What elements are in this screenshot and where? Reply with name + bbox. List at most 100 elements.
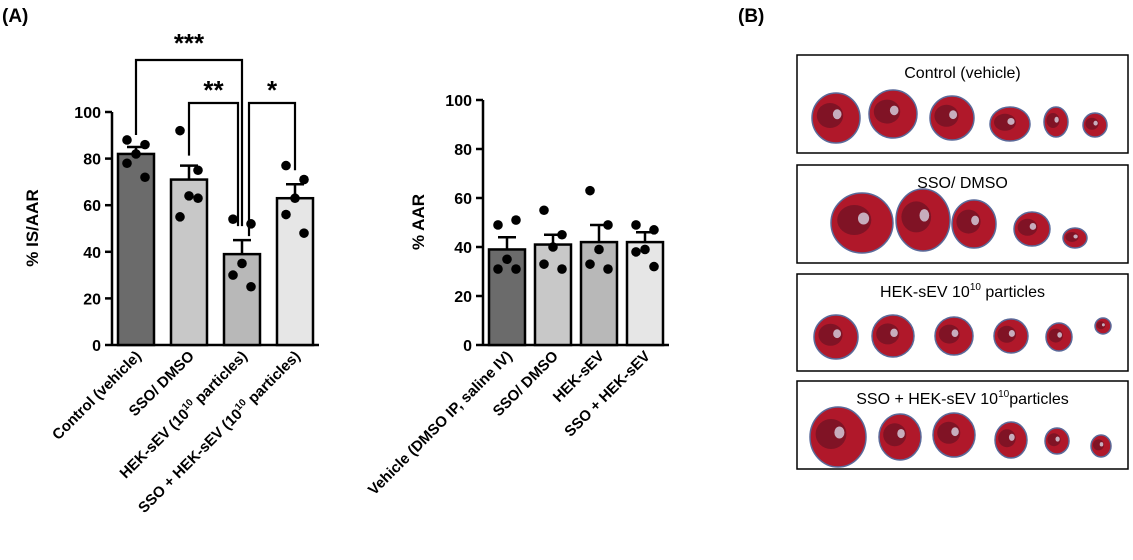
heart-slice-cavity bbox=[951, 427, 959, 437]
photo-box: Control (vehicle) bbox=[796, 54, 1129, 154]
data-point bbox=[175, 212, 185, 222]
y-tick-label: 60 bbox=[83, 198, 101, 215]
data-point bbox=[585, 259, 595, 269]
data-point bbox=[493, 220, 503, 230]
data-point bbox=[193, 165, 203, 176]
data-point bbox=[557, 229, 567, 240]
data-point bbox=[140, 172, 150, 183]
significance-bracket bbox=[134, 58, 244, 227]
data-point bbox=[281, 160, 291, 171]
heart-slice-infarct bbox=[873, 99, 901, 124]
heart-slice-cavity bbox=[1101, 323, 1105, 327]
data-point bbox=[228, 214, 238, 224]
data-point bbox=[502, 254, 512, 265]
data-point bbox=[603, 264, 613, 274]
photo-caption: SSO + HEK-sEV 1010particles bbox=[856, 389, 1069, 408]
heart-slice-infarct bbox=[883, 423, 907, 447]
y-tick-label: 100 bbox=[74, 105, 101, 122]
data-point bbox=[246, 281, 256, 292]
data-point bbox=[122, 135, 132, 145]
data-point bbox=[631, 220, 641, 230]
significance-label: * bbox=[267, 75, 278, 105]
heart-slice-infarct bbox=[1093, 439, 1104, 451]
category-label: SSO + HEK-sEV bbox=[561, 348, 653, 440]
heart-slice-infarct bbox=[934, 104, 959, 127]
heart-slice-cavity bbox=[919, 209, 930, 222]
data-point bbox=[281, 209, 291, 220]
heart-slice-infarct bbox=[998, 429, 1016, 448]
heart-slice-infarct bbox=[837, 205, 872, 235]
data-point bbox=[290, 193, 300, 204]
heart-slice-cavity bbox=[951, 329, 959, 337]
heart-slice-cavity bbox=[1054, 116, 1059, 123]
heart-slice-cavity bbox=[1029, 223, 1037, 230]
photo-caption: Control (vehicle) bbox=[904, 65, 1020, 82]
heart-slice-infarct bbox=[937, 421, 961, 444]
heart-slices-panel: Control (vehicle) SSO/ DMSO HEK-sEV 1010 p… bbox=[796, 54, 1129, 470]
panel-a-label: (A) bbox=[2, 6, 28, 27]
data-point bbox=[140, 139, 150, 150]
chart-aar: 0 20 40 60 80 100 % AAR Vehicle (DMSO IP, salin… bbox=[365, 93, 669, 499]
bar bbox=[533, 243, 573, 347]
y-axis-label: % IS/AAR bbox=[23, 189, 42, 266]
y-tick-label: 40 bbox=[454, 240, 472, 257]
photo-box: SSO/ DMSO bbox=[796, 164, 1129, 264]
data-point bbox=[640, 244, 650, 255]
y-tick-label: 60 bbox=[454, 191, 472, 208]
heart-slice-infarct bbox=[1017, 218, 1038, 236]
heart-slice-infarct bbox=[815, 419, 847, 449]
category-label: Control (vehicle) bbox=[49, 348, 145, 444]
data-point bbox=[237, 258, 247, 269]
y-tick-label: 0 bbox=[463, 338, 472, 355]
heart-slice-infarct bbox=[956, 209, 981, 234]
heart-slice-infarct bbox=[1047, 433, 1061, 447]
bar bbox=[222, 252, 262, 347]
significance-bracket bbox=[247, 101, 297, 237]
y-axis-label: % AAR bbox=[409, 194, 428, 250]
data-point bbox=[557, 264, 567, 274]
heart-slice-cavity bbox=[1007, 118, 1015, 125]
heart-slice-cavity bbox=[889, 105, 899, 116]
y-tick-label: 80 bbox=[83, 152, 101, 169]
heart-slice-cavity bbox=[1008, 330, 1015, 337]
photo-box: SSO + HEK-sEV 1010particles bbox=[796, 380, 1129, 470]
data-point bbox=[594, 244, 604, 255]
bar bbox=[275, 196, 315, 347]
heart-slice-cavity bbox=[857, 212, 870, 225]
photo-box: HEK-sEV 1010 particles bbox=[796, 273, 1129, 372]
heart-slice-infarct bbox=[818, 323, 843, 346]
data-point bbox=[299, 174, 309, 185]
heart-slice-cavity bbox=[949, 110, 958, 120]
significance-label: *** bbox=[174, 28, 205, 58]
bar bbox=[169, 178, 209, 347]
data-point bbox=[548, 242, 558, 252]
data-point bbox=[539, 205, 549, 216]
data-point bbox=[649, 225, 659, 235]
heart-slice-infarct bbox=[1096, 321, 1106, 330]
heart-slice-cavity bbox=[833, 329, 842, 339]
data-point bbox=[246, 219, 256, 229]
bar bbox=[116, 152, 156, 347]
category-label: Vehicle (DMSO IP, saline IV) bbox=[365, 348, 516, 499]
data-point bbox=[539, 259, 549, 269]
heart-slice-cavity bbox=[1099, 442, 1104, 447]
data-point bbox=[585, 185, 595, 196]
data-point bbox=[649, 261, 659, 272]
data-point bbox=[122, 158, 132, 169]
heart-slice-cavity bbox=[832, 109, 842, 120]
data-point bbox=[631, 247, 641, 257]
data-point bbox=[193, 193, 203, 204]
y-tick-label: 0 bbox=[92, 338, 101, 355]
heart-slice-cavity bbox=[890, 328, 898, 338]
y-tick-label: 100 bbox=[445, 93, 472, 110]
heart-slice-cavity bbox=[1008, 433, 1015, 441]
data-point bbox=[131, 149, 141, 159]
heart-slice-infarct bbox=[1046, 113, 1060, 128]
heart-slice-infarct bbox=[997, 325, 1017, 343]
heart-slice-infarct bbox=[938, 324, 960, 344]
data-point bbox=[299, 228, 309, 238]
data-point bbox=[175, 125, 185, 136]
heart-slice-cavity bbox=[834, 426, 845, 439]
